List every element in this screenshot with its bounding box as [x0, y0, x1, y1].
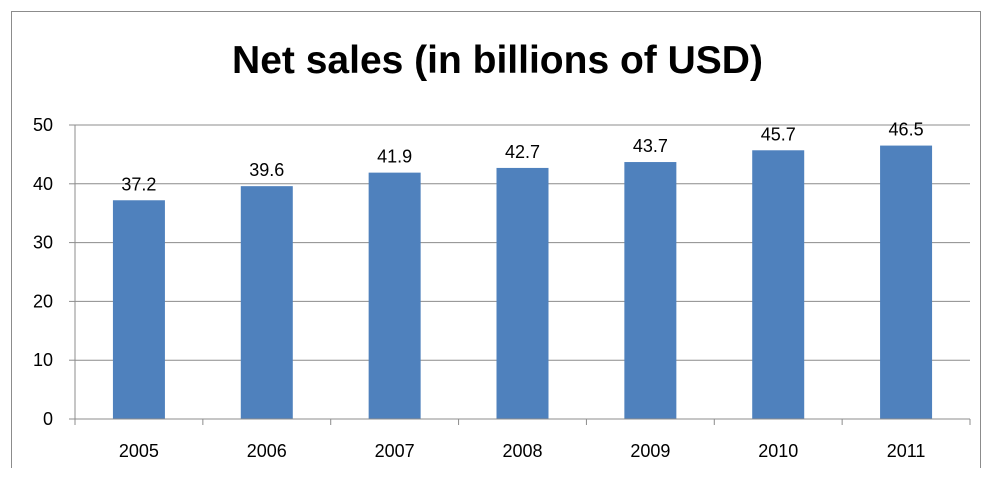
chart-title: Net sales (in billions of USD): [232, 39, 763, 82]
data-label-2008: 42.7: [505, 142, 540, 162]
bar-2005: [112, 200, 165, 419]
y-tick-label: 40: [33, 174, 53, 194]
data-label-2009: 43.7: [633, 136, 668, 156]
bar-2009: [624, 162, 677, 419]
x-tick-label-2006: 2006: [247, 441, 287, 461]
bar-2006: [240, 186, 293, 419]
bar-2011: [880, 145, 933, 419]
data-label-2007: 41.9: [377, 147, 412, 167]
bar-2007: [368, 172, 421, 419]
x-tick-label-2005: 2005: [119, 441, 159, 461]
y-tick-label: 20: [33, 291, 53, 311]
y-tick-label: 30: [33, 233, 53, 253]
y-tick-label: 0: [43, 409, 53, 429]
y-tick-label: 50: [33, 115, 53, 135]
labels: 0 10 20 30 40 50 37.2 2005 39.6 2006 41.9 2007 42.7 2…: [33, 115, 925, 461]
x-tick-label-2010: 2010: [758, 441, 798, 461]
bars: [112, 145, 933, 419]
x-tick-label-2008: 2008: [502, 441, 542, 461]
data-label-2006: 39.6: [249, 160, 284, 180]
x-tick-label-2011: 2011: [887, 441, 926, 461]
axes: [69, 124, 971, 425]
data-label-2011: 46.5: [889, 120, 924, 140]
chart-frame: [11, 11, 981, 468]
bar-2008: [496, 167, 549, 419]
x-tick-label-2009: 2009: [630, 441, 670, 461]
data-label-2005: 37.2: [121, 174, 156, 194]
y-tick-label: 10: [33, 350, 53, 370]
x-tick-label-2007: 2007: [375, 441, 415, 461]
data-label-2010: 45.7: [761, 124, 796, 144]
bar-2010: [752, 150, 805, 419]
